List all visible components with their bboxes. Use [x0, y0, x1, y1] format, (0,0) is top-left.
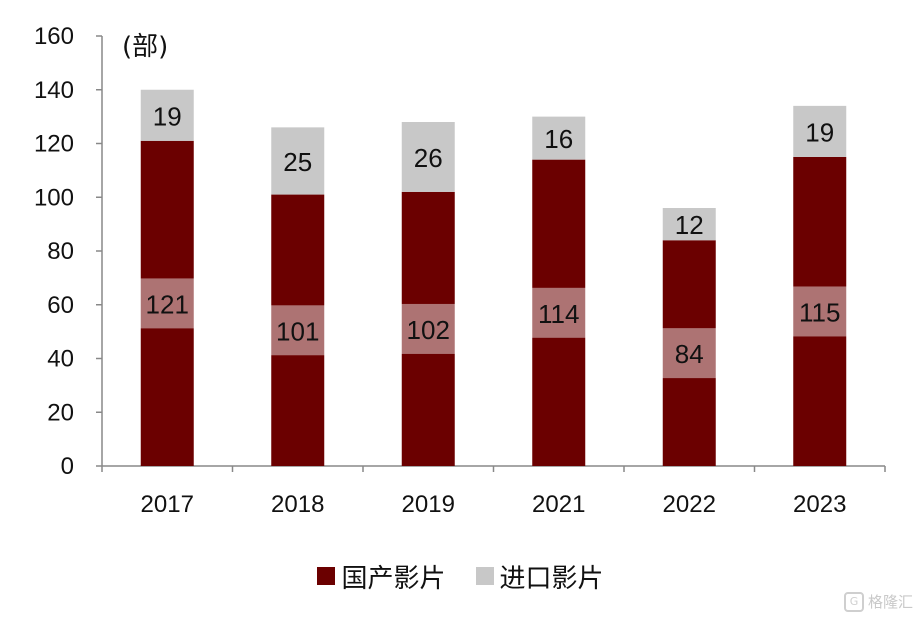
y-tick-label: 160: [34, 23, 74, 50]
data-label-domestic: 121: [146, 289, 189, 319]
y-tick-label: 120: [34, 131, 74, 158]
data-label-imported: 19: [805, 117, 834, 147]
x-tick-label: 2021: [532, 491, 585, 518]
bar-domestic: [271, 194, 325, 466]
bar-imported: [793, 105, 847, 157]
data-label-imported: 25: [283, 147, 312, 177]
data-label-background: [388, 303, 469, 354]
y-tick-label: 140: [34, 77, 74, 104]
y-tick-label: 0: [61, 453, 74, 480]
legend: 国产影片 进口影片: [0, 556, 921, 596]
bar-imported: [271, 127, 325, 195]
bar-imported: [401, 122, 455, 192]
data-label-domestic: 115: [799, 297, 840, 327]
data-label-domestic: 102: [407, 315, 450, 345]
data-label-imported: 19: [153, 101, 182, 131]
legend-label-domestic: 国产影片: [341, 563, 446, 594]
data-labels-group: 121 19 101 25 102 26 114 16 84 12 115 19: [127, 101, 860, 379]
y-tick-label: 100: [34, 184, 74, 211]
x-axis: 2017 2018 2019 2021 2022 2023: [101, 465, 886, 518]
y-tick-label: 60: [47, 292, 74, 319]
data-label-background: [257, 305, 338, 356]
legend-item-imported: 进口影片: [475, 558, 604, 595]
bars-group: [140, 89, 847, 466]
bar-domestic: [793, 156, 847, 466]
y-tick-label: 40: [47, 346, 74, 373]
gelonghui-logo-icon: G: [843, 591, 864, 612]
data-label-domestic: 84: [675, 339, 704, 369]
data-label-background: [779, 286, 860, 337]
data-label-background: [649, 328, 730, 379]
bar-domestic: [662, 240, 716, 466]
x-tick-label: 2022: [663, 491, 716, 518]
bar-domestic: [401, 191, 455, 466]
data-label-background: [518, 287, 599, 338]
y-tick-label: 20: [47, 399, 74, 426]
bar-domestic: [532, 159, 586, 466]
watermark-text: 格隆汇: [867, 593, 913, 611]
bar-imported: [140, 89, 194, 141]
bar-domestic: [140, 140, 194, 466]
bar-imported: [662, 208, 716, 241]
legend-swatch-domestic: [317, 567, 336, 585]
y-tick-label: 80: [47, 238, 74, 265]
data-label-domestic: 101: [276, 316, 319, 346]
legend-label-imported: 进口影片: [499, 563, 604, 594]
data-label-imported: 16: [544, 124, 573, 154]
data-label-background: [127, 278, 208, 329]
watermark: G 格隆汇: [843, 591, 913, 612]
y-axis: 0 20 40 60 80 100 120 140 160: [34, 23, 103, 480]
x-tick-label: 2019: [402, 491, 455, 518]
legend-item-domestic: 国产影片: [317, 558, 446, 595]
data-label-imported: 12: [675, 210, 704, 240]
x-tick-label: 2023: [793, 491, 846, 518]
x-tick-label: 2018: [271, 491, 324, 518]
bar-imported: [532, 116, 586, 160]
y-axis-unit-label: (部): [122, 32, 169, 62]
data-label-domestic: 114: [538, 299, 579, 329]
data-label-imported: 26: [414, 143, 443, 173]
legend-swatch-imported: [475, 567, 494, 585]
x-tick-label: 2017: [141, 491, 194, 518]
